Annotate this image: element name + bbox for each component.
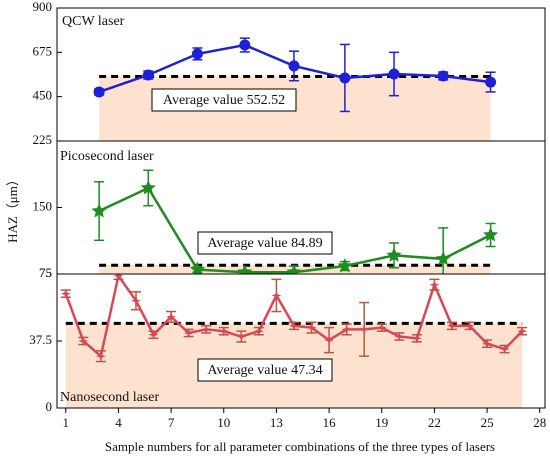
y-tick-label: 225 [33,132,53,147]
marker [78,336,89,346]
marker [337,258,353,273]
average-box [151,88,297,112]
marker [91,203,107,218]
average-label: Average value 552.52 [163,93,285,108]
panel-label: Picosecond laser [60,149,154,164]
y-tick-label: 675 [33,43,53,58]
marker [517,326,528,337]
marker [239,39,251,51]
marker [93,86,105,98]
marker [191,48,203,60]
marker [376,322,387,333]
marker [411,333,422,344]
y-tick-label: 0 [46,399,53,414]
marker [271,290,282,301]
panel-label: QCW laser [62,14,125,29]
marker [485,76,497,88]
data-line [98,186,492,274]
marker [140,180,156,195]
marker [447,320,457,331]
marker [166,311,177,322]
x-tick-label: 7 [168,415,175,430]
marker [236,331,247,342]
x-tick-label: 16 [323,415,337,430]
y-tick-label: 450 [33,88,53,103]
marker [306,322,317,333]
y-axis-label: HAZ（μm） [5,173,20,243]
y-tick-label: 75 [39,265,52,280]
marker [324,335,335,346]
marker [286,264,302,274]
marker [437,70,449,82]
x-tick-label: 22 [428,415,441,430]
marker [60,288,71,299]
marker [394,331,405,342]
average-label: Average value 84.89 [207,236,322,251]
marker [435,250,451,266]
marker [189,261,205,274]
marker [237,264,253,274]
x-tick-label: 1 [63,415,70,430]
marker [201,324,212,335]
y-tick-label: 37.5 [29,332,52,347]
marker [289,320,299,331]
marker [429,279,440,290]
marker [341,324,352,335]
marker [288,60,300,72]
marker [339,72,351,84]
marker [388,68,400,80]
y-tick-label: 75 [39,265,52,280]
x-tick-label: 25 [481,415,494,430]
panel-label: Nanosecond laser [60,390,159,405]
panel-frame [56,273,546,409]
marker [464,320,475,331]
marker [142,69,154,81]
marker [95,351,106,362]
x-axis-label: Sample numbers for all parameter combina… [105,439,495,454]
marker [183,328,194,338]
y-tick-label: 150 [33,198,53,213]
panel [91,169,499,274]
panel [60,274,528,408]
x-tick-label: 13 [270,415,283,430]
marker [131,295,141,306]
marker [113,274,124,281]
average-label: Average value 47.34 [207,363,322,378]
marker [482,338,493,349]
average-box [197,231,333,255]
y-tick-label: 900 [33,0,53,14]
marker [218,326,229,337]
average-box [197,358,333,382]
marker [359,324,370,335]
x-tick-label: 4 [115,415,122,430]
x-tick-label: 10 [217,415,230,430]
marker [148,329,159,340]
x-tick-label: 19 [375,415,388,430]
marker [386,247,402,262]
marker [483,227,499,242]
x-tick-label: 28 [533,415,546,430]
marker [253,326,264,337]
marker [499,344,510,354]
